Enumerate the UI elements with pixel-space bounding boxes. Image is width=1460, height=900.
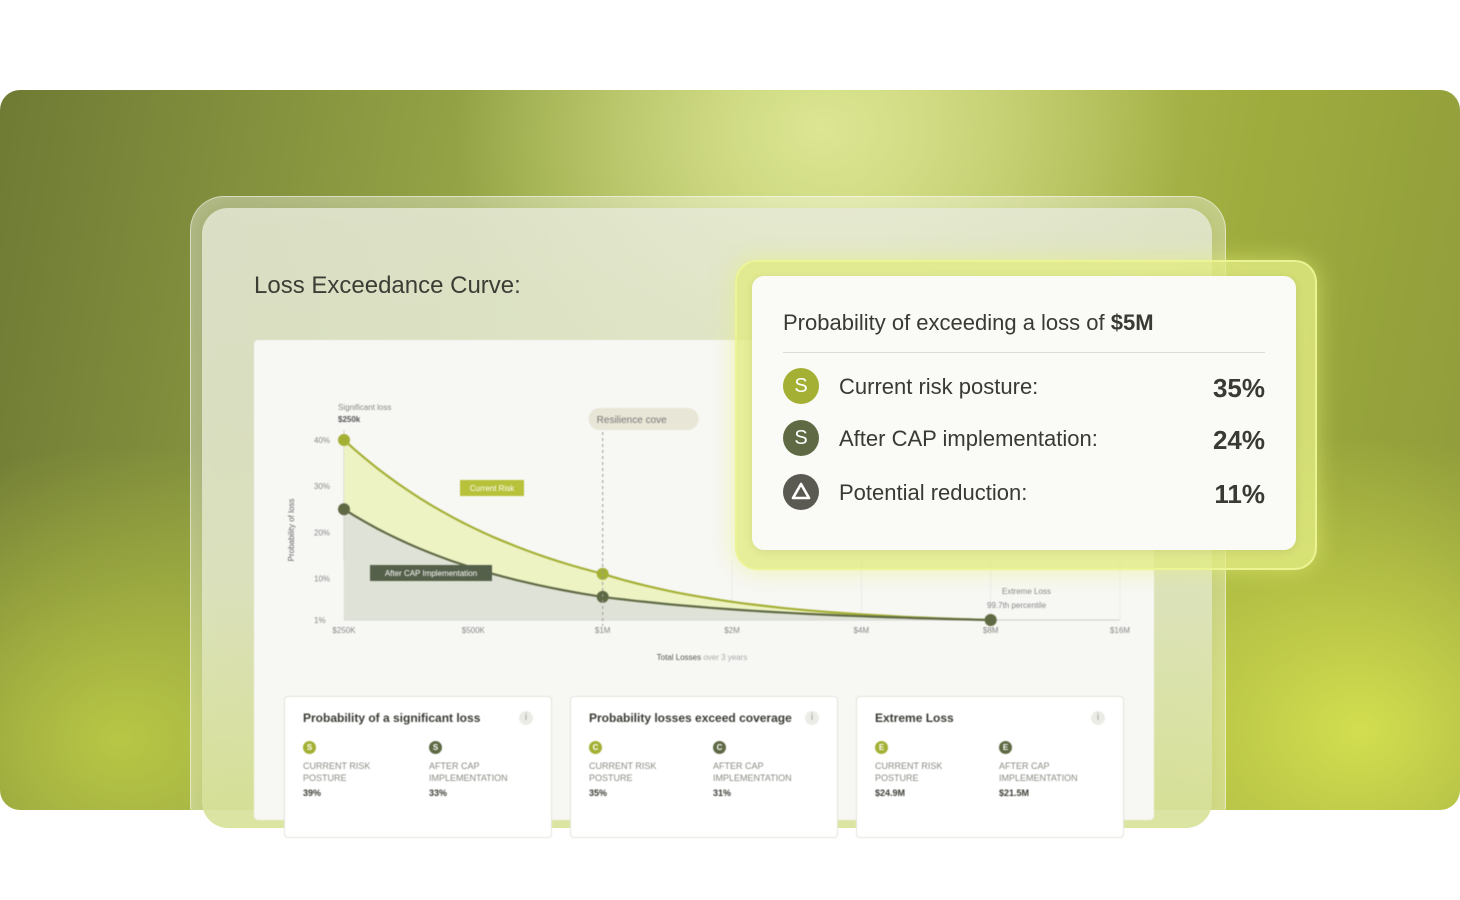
y-tick-label: 30% [314, 482, 330, 491]
metric-card-extreme-loss: Extreme Loss i E CURRENT RISK POSTURE $2… [856, 696, 1124, 838]
after-cap-line [343, 508, 991, 622]
info-icon[interactable]: i [805, 711, 819, 725]
x-axis-title-suffix: over 3 years [703, 653, 747, 662]
y-tick-label: 10% [314, 574, 330, 583]
current-risk-tag-label: Current Risk [470, 484, 515, 493]
x-tick-label: $16M [1110, 626, 1130, 635]
x-tick-label: $1M [595, 626, 611, 635]
info-icon[interactable]: i [1091, 711, 1105, 725]
current-risk-area [344, 440, 991, 620]
significant-loss-value: $250k [338, 415, 361, 424]
metric-title: Probability losses exceed coverage [589, 711, 792, 725]
metric-after: S AFTER CAP IMPLEMENTATION 33% [429, 741, 539, 798]
metric-card-exceed-coverage: Probability losses exceed coverage i C C… [570, 696, 838, 838]
metric-current-label: CURRENT RISK POSTURE [875, 761, 943, 783]
coverage-pill [588, 408, 699, 430]
metric-after-label: AFTER CAP IMPLEMENTATION [429, 761, 508, 783]
metric-current-label: CURRENT RISK POSTURE [589, 761, 657, 783]
metric-after: E AFTER CAP IMPLEMENTATION $21.5M [999, 741, 1109, 798]
current-risk-point [338, 434, 350, 446]
metric-current-value: 39% [303, 788, 322, 798]
current-risk-line [343, 439, 991, 622]
coverage-label: Resilience cove [597, 415, 667, 426]
metric-after-label: AFTER CAP IMPLEMENTATION [999, 761, 1078, 783]
x-tick-label: $500K [462, 626, 486, 635]
popup-divider [783, 352, 1265, 353]
popup-row-current: S Current risk posture: 35% [783, 368, 1265, 404]
metric-current-value: 35% [589, 788, 608, 798]
probability-popup: Probability of exceeding a loss of $5M S… [752, 276, 1296, 550]
metric-current: C CURRENT RISK POSTURE 35% [589, 741, 699, 798]
after-cap-dot-icon: S [429, 741, 442, 754]
extreme-loss-label: Extreme Loss [1002, 587, 1051, 596]
after-cap-dot-icon: C [713, 741, 726, 754]
x-tick-label: $250K [332, 626, 356, 635]
x-tick-label: $8M [983, 626, 999, 635]
delta-triangle-icon [783, 474, 819, 510]
y-tick-label: 1% [314, 616, 326, 625]
metric-after: C AFTER CAP IMPLEMENTATION 31% [713, 741, 823, 798]
metric-current: S CURRENT RISK POSTURE 39% [303, 741, 413, 798]
metric-after-value: 31% [713, 788, 732, 798]
x-tick-label: $2M [724, 626, 740, 635]
after-cap-dot-icon: E [999, 741, 1012, 754]
current-risk-point [596, 567, 609, 580]
current-risk-s-icon: S [783, 368, 819, 404]
after-cap-point [984, 614, 997, 626]
current-risk-dot-icon: E [875, 741, 888, 754]
popup-row-value: 24% [1212, 425, 1265, 455]
popup-row-label: Potential reduction: [839, 480, 1028, 505]
metric-current-label: CURRENT RISK POSTURE [303, 761, 371, 783]
y-axis-title: Probability of loss [287, 499, 296, 562]
info-icon[interactable]: i [519, 711, 533, 725]
metric-current: E CURRENT RISK POSTURE $24.9M [875, 741, 985, 798]
after-cap-area [344, 509, 991, 620]
metric-after-value: 33% [429, 788, 448, 798]
after-cap-s-icon: S [783, 420, 819, 456]
popup-row-value: 11% [1214, 479, 1265, 509]
current-risk-dot-icon: S [303, 741, 316, 754]
extreme-loss-sub: 99.7th percentile [987, 601, 1047, 610]
metric-card-significant-loss: Probability of a significant loss i S CU… [284, 696, 552, 838]
section-title: Loss Exceedance Curve: [254, 272, 521, 299]
y-tick-label: 20% [314, 528, 330, 537]
metric-title: Probability of a significant loss [303, 711, 481, 725]
after-cap-point [338, 503, 350, 516]
popup-row-reduction: Potential reduction: 11% [783, 474, 1265, 510]
loss-exceedance-chart: 40% 30% 20% 10% 1% $250K $500K $1M $2M $4M $8M $16M… [287, 403, 1130, 662]
significant-loss-label: Significant loss [338, 403, 391, 412]
popup-title: Probability of exceeding a loss of $5M [783, 310, 1154, 336]
popup-row-value: 35% [1212, 373, 1265, 403]
popup-row-label: Current risk posture: [839, 374, 1039, 399]
current-risk-tag [460, 480, 524, 496]
y-tick-label: 40% [314, 436, 330, 445]
popup-title-amount: $5M [1110, 310, 1154, 335]
popup-title-prefix: Probability of exceeding a loss of [783, 310, 1111, 335]
after-cap-tag-label: After CAP Implementation [385, 569, 477, 578]
current-risk-dot-icon: C [589, 741, 602, 754]
metric-after-label: AFTER CAP IMPLEMENTATION [713, 761, 792, 783]
popup-row-after: S After CAP implementation: 24% [783, 420, 1265, 456]
metric-after-value: $21.5M [999, 788, 1030, 798]
x-tick-label: $4M [854, 626, 870, 635]
x-axis-title: Total Losses over 3 years [657, 653, 748, 662]
popup-row-label: After CAP implementation: [839, 426, 1098, 451]
metric-title: Extreme Loss [875, 711, 954, 725]
metric-current-value: $24.9M [875, 788, 906, 798]
after-cap-tag [370, 565, 492, 581]
